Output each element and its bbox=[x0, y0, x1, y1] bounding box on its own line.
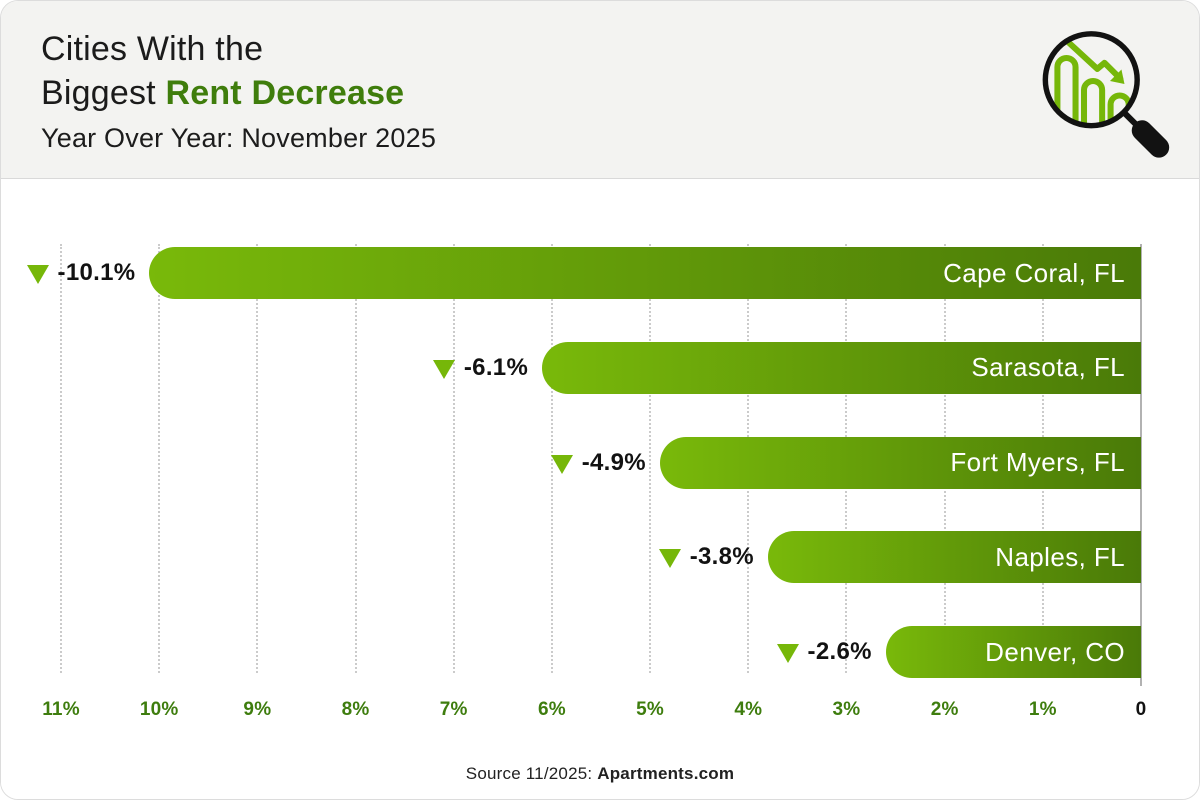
axis-tick-label: 10% bbox=[139, 699, 179, 720]
gridline-11% bbox=[60, 244, 62, 673]
decrease-triangle-icon bbox=[432, 359, 455, 379]
city-label: Fort Myers, FL bbox=[950, 447, 1125, 477]
gridline-9% bbox=[256, 244, 259, 673]
source-note: Source 11/2025: Apartments.com bbox=[1, 764, 1199, 784]
title-line-2-prefix: Biggest bbox=[41, 74, 166, 112]
zero-axis-line bbox=[1140, 244, 1142, 686]
bar-row: -2.6% Denver, CO bbox=[61, 626, 1141, 678]
gridline-8% bbox=[354, 244, 357, 673]
logo-lens-circle bbox=[1042, 31, 1140, 129]
bar: Fort Myers, FL bbox=[659, 436, 1141, 489]
bar: Naples, FL bbox=[767, 531, 1141, 584]
chart-area: -10.1% Cape Coral, FL -6.1% Sarasota, FL -4.… bbox=[1, 179, 1199, 799]
decrease-triangle-icon bbox=[550, 454, 573, 474]
bar-row: -6.1% Sarasota, FL bbox=[61, 341, 1141, 394]
value-text: -4.9% bbox=[581, 448, 646, 476]
source-name: Apartments.com bbox=[597, 764, 735, 783]
value-text: -2.6% bbox=[807, 638, 872, 665]
axis-tick-label: 11% bbox=[42, 699, 80, 720]
bar-value-label: -4.9% bbox=[550, 448, 646, 477]
axis-tick-label: 5% bbox=[636, 699, 665, 720]
axis-tick-labels: 11% 10% 9% 8% 7% 6% 5% 4% 3% 2% 1% 0 bbox=[42, 699, 1146, 723]
axis-tick-label: 9% bbox=[243, 699, 272, 720]
axis-tick-label: 8% bbox=[341, 699, 370, 720]
title-highlight: Rent Decrease bbox=[165, 74, 405, 112]
gridline-5% bbox=[649, 244, 652, 673]
decrease-triangle-icon bbox=[658, 549, 681, 569]
gridline-7% bbox=[452, 244, 455, 673]
bar-row: -4.9% Fort Myers, FL bbox=[61, 436, 1141, 489]
gridline-10% bbox=[158, 244, 161, 673]
city-label: Naples, FL bbox=[995, 541, 1125, 572]
axis-tick-label: 2% bbox=[930, 699, 959, 720]
logo-bars bbox=[1054, 38, 1132, 124]
logo-handle bbox=[1131, 120, 1170, 158]
axis-tick-label: 3% bbox=[832, 699, 861, 720]
axis-tick-label: 0 bbox=[1135, 699, 1147, 720]
city-label: Cape Coral, FL bbox=[943, 257, 1125, 288]
source-prefix: Source 11/2025: bbox=[465, 764, 598, 783]
plot-area: -10.1% Cape Coral, FL -6.1% Sarasota, FL -4.… bbox=[26, 179, 1142, 799]
value-text: -10.1% bbox=[57, 259, 136, 286]
page-title: Cities With the Biggest Rent Decrease bbox=[41, 27, 1199, 115]
title-line-1: Cities With the bbox=[41, 30, 264, 68]
axis-tick-label: 6% bbox=[537, 699, 566, 720]
bar-value-label: -6.1% bbox=[432, 353, 529, 382]
value-text: -3.8% bbox=[689, 543, 754, 571]
subtitle: Year Over Year: November 2025 bbox=[41, 123, 437, 153]
decrease-triangle-icon bbox=[776, 644, 799, 663]
city-label: Denver, CO bbox=[985, 636, 1125, 667]
bar-value-label: -2.6% bbox=[776, 638, 872, 666]
bar-row: -10.1% Cape Coral, FL bbox=[26, 247, 1141, 299]
title-line-2: Biggest Rent Decrease bbox=[41, 71, 1199, 115]
axis-tick-label: 7% bbox=[439, 699, 468, 720]
magnifier-declining-bar-chart-icon bbox=[1042, 31, 1170, 158]
bar-row: -3.8% Naples, FL bbox=[61, 531, 1141, 584]
city-label: Sarasota, FL bbox=[971, 352, 1125, 383]
axis-tick-label: 4% bbox=[734, 699, 763, 720]
bar: Cape Coral, FL bbox=[149, 247, 1141, 299]
bar: Denver, CO bbox=[885, 626, 1141, 678]
value-text: -6.1% bbox=[463, 353, 529, 381]
decrease-triangle-icon bbox=[26, 265, 49, 284]
bar-value-label: -3.8% bbox=[658, 543, 754, 571]
bar-value-label: -10.1% bbox=[26, 259, 136, 287]
header: Cities With the Biggest Rent Decrease Ye… bbox=[1, 1, 1199, 179]
bar: Sarasota, FL bbox=[542, 341, 1141, 394]
axis-tick-label: 1% bbox=[1028, 699, 1057, 720]
